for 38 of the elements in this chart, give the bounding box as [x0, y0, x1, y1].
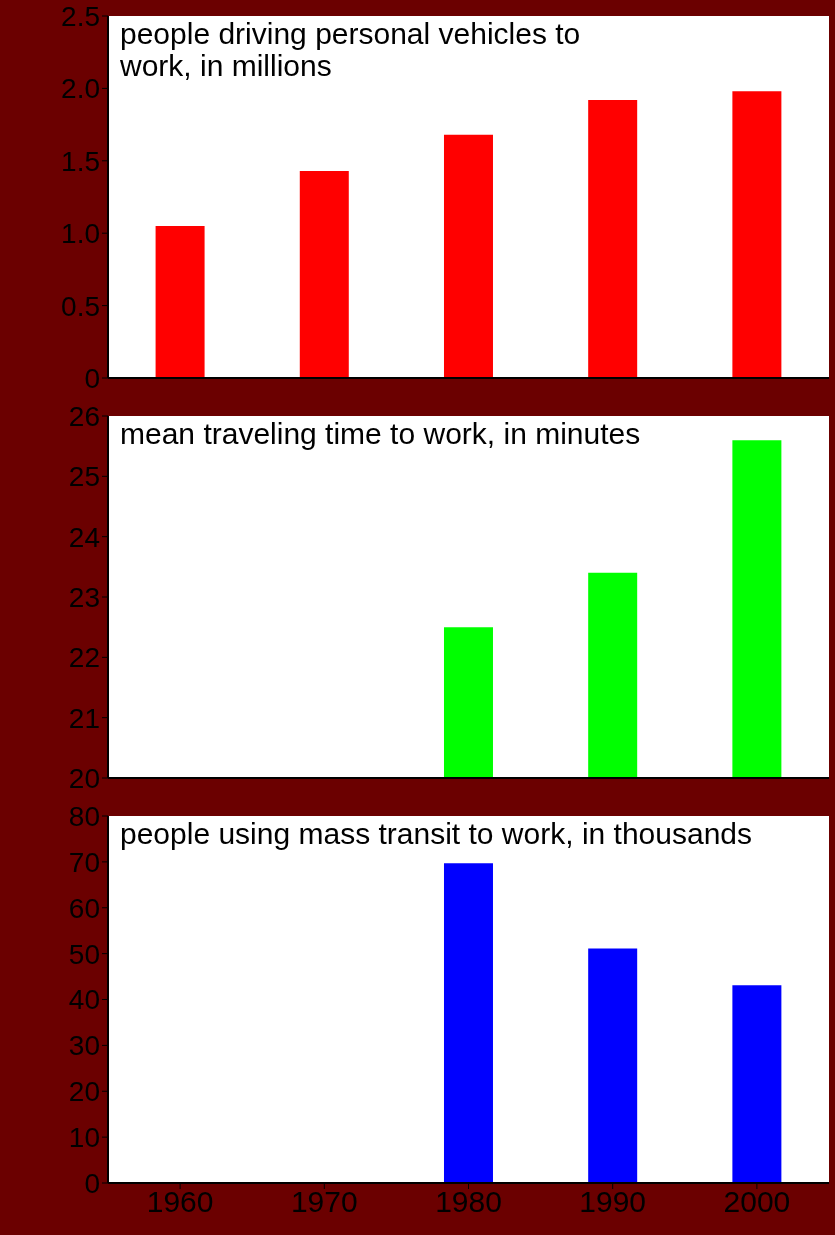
y-tick-label: 60: [68, 892, 100, 924]
y-tick-label: 2.0: [61, 73, 100, 105]
text: people driving personal vehicles to work, in millions: [120, 17, 582, 82]
y-tick-label: 20: [68, 1076, 100, 1108]
y-tick-label: 1.5: [61, 145, 100, 177]
chart-title: people using mass transit to work, in thousands: [120, 817, 753, 850]
x-tick-label: 1980: [435, 1185, 502, 1219]
y-tick-label: 70: [68, 846, 100, 878]
y-tick-label: 21: [68, 702, 100, 734]
y-tick-label: 23: [68, 581, 100, 613]
chart-title: mean traveling time to work, in minutes: [120, 417, 642, 450]
bar: [588, 948, 638, 1183]
y-tick-label: 24: [68, 521, 100, 553]
y-tick-label: 30: [68, 1030, 100, 1062]
y-tick-label: 50: [68, 938, 100, 970]
x-tick-label: 2000: [723, 1185, 791, 1219]
x-tick-label: 1990: [579, 1185, 647, 1219]
y-tick-label: 10: [68, 1122, 100, 1154]
y-tick-label: 1.0: [61, 218, 100, 250]
bar: [299, 170, 349, 378]
bar: [155, 225, 205, 378]
y-tick-label: 40: [68, 984, 100, 1016]
y-tick-label: 0.5: [61, 290, 100, 322]
bar: [732, 91, 782, 378]
x-tick-label: 1960: [146, 1185, 214, 1219]
y-tick-label: 25: [68, 461, 100, 493]
y-tick-label: 2.5: [61, 0, 100, 32]
bar: [443, 134, 493, 378]
y-tick-label: 80: [68, 800, 100, 832]
bar: [443, 863, 493, 1183]
y-tick-label: 0: [84, 1167, 100, 1199]
bar: [588, 99, 638, 378]
y-tick-label: 22: [68, 642, 100, 674]
y-tick-label: 20: [68, 762, 100, 794]
y-tick-label: 0: [84, 362, 100, 394]
bar: [732, 985, 782, 1183]
x-tick-label: 1970: [290, 1185, 358, 1219]
y-tick-label: 26: [68, 400, 100, 432]
